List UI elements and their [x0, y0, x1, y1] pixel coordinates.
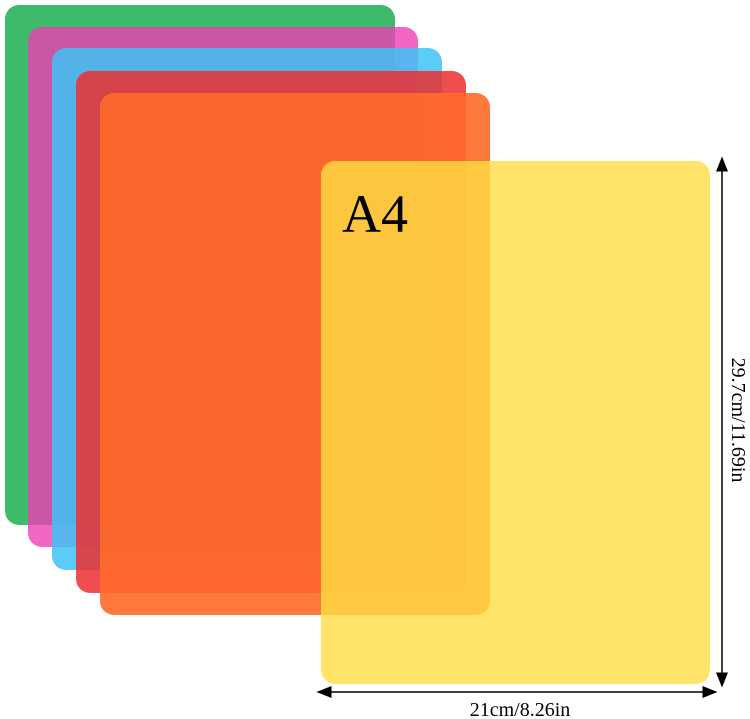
width-label: 21cm/8.26in: [470, 699, 571, 719]
size-label: A4: [342, 184, 408, 244]
height-label: 29.7cm/11.69in: [727, 358, 749, 483]
sheet-yellow: [321, 161, 710, 684]
